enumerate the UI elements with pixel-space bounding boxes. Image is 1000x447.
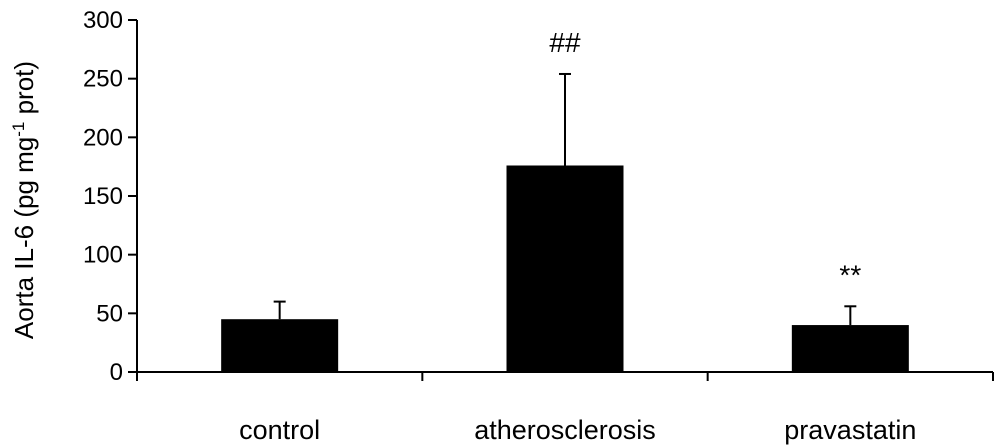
y-axis-title: Aorta IL-6 (pg mg-1 prot)	[9, 61, 40, 339]
bar-control	[221, 319, 339, 372]
significance-label-pravastatin: **	[839, 259, 861, 290]
y-tick-label: 250	[83, 66, 123, 93]
x-tick-label-pravastatin: pravastatin	[784, 415, 916, 445]
y-tick-label: 50	[96, 300, 123, 327]
significance-label-atherosclerosis: ##	[549, 27, 581, 58]
x-tick-label-atherosclerosis: atherosclerosis	[474, 415, 656, 445]
bar-pravastatin	[791, 325, 909, 372]
x-tick-label-control: control	[239, 415, 320, 445]
y-axis-title-suffix: prot)	[9, 61, 39, 122]
bar-atherosclerosis	[506, 165, 624, 372]
y-tick-label: 200	[83, 124, 123, 151]
y-axis-title-superscript: -1	[9, 122, 28, 137]
y-tick-label: 150	[83, 183, 123, 210]
y-axis-title-text: Aorta IL-6 (pg mg-1 prot)	[9, 61, 40, 339]
y-tick-label: 100	[83, 242, 123, 269]
y-axis-title-prefix: Aorta IL-6 (pg mg	[9, 137, 39, 339]
plot-area: 0 50 100 150 200 250 300 control atherosclerosis…	[83, 7, 994, 445]
y-tick-label: 300	[83, 7, 123, 34]
y-tick-label: 0	[110, 359, 123, 386]
